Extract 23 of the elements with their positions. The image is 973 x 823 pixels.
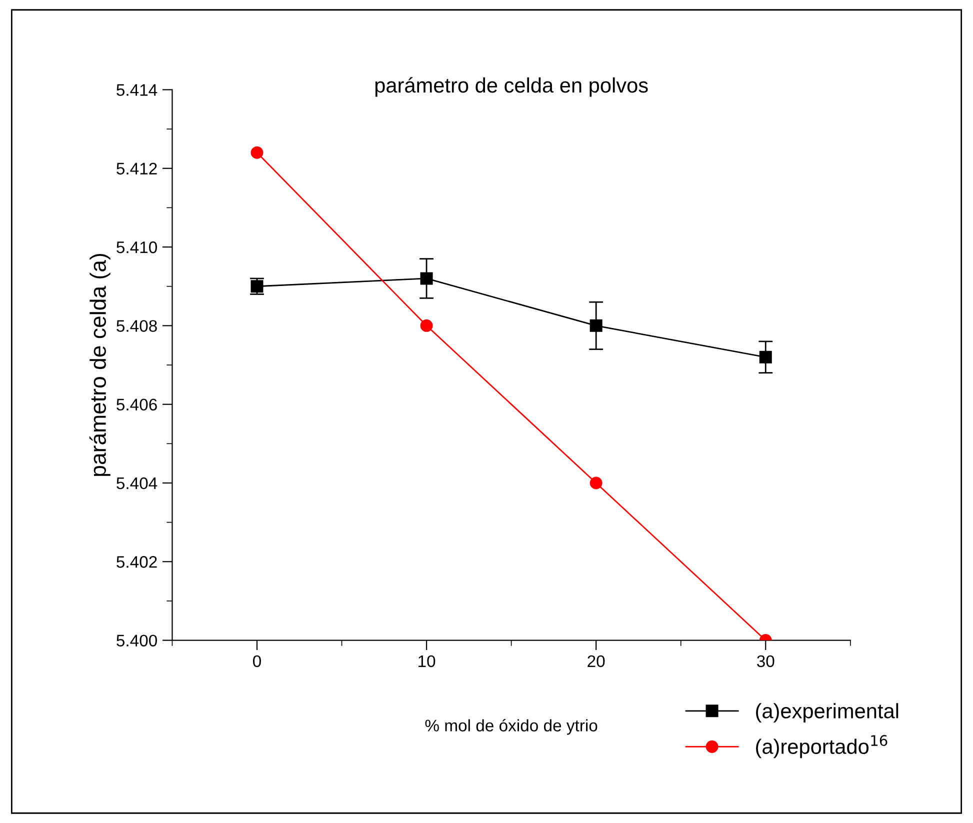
x-axis-title: % mol de óxido de ytrio	[425, 719, 598, 735]
point	[420, 319, 433, 332]
y-tick-label: 5.414	[116, 84, 158, 96]
y-tick-label: 5.400	[116, 634, 157, 646]
legend-label: (a)experimental	[756, 703, 898, 723]
point	[250, 146, 264, 159]
x-tick-label: 0	[253, 655, 261, 668]
y-tick-label: 5.412	[116, 162, 157, 175]
y-tick-label: 5.406	[116, 398, 157, 411]
y-tick-label: 5.402	[116, 556, 157, 568]
y-tick-label: 5.404	[116, 477, 158, 490]
x-tick-label: 10	[418, 655, 436, 668]
x-tick-label: 20	[588, 655, 605, 668]
x-tick-label: 30	[756, 655, 774, 668]
legend-label: (a)reportado$^{16}$	[756, 735, 888, 758]
point	[590, 319, 602, 332]
point	[420, 272, 433, 285]
y-axis-title: parámetro de celda (a)	[89, 254, 110, 476]
y-tick-label: 5.410	[116, 241, 157, 254]
point	[590, 476, 602, 490]
y-tick-label: 5.408	[116, 320, 157, 332]
chart-title: parámetro de celda en polvos	[375, 77, 648, 97]
point	[759, 350, 772, 364]
